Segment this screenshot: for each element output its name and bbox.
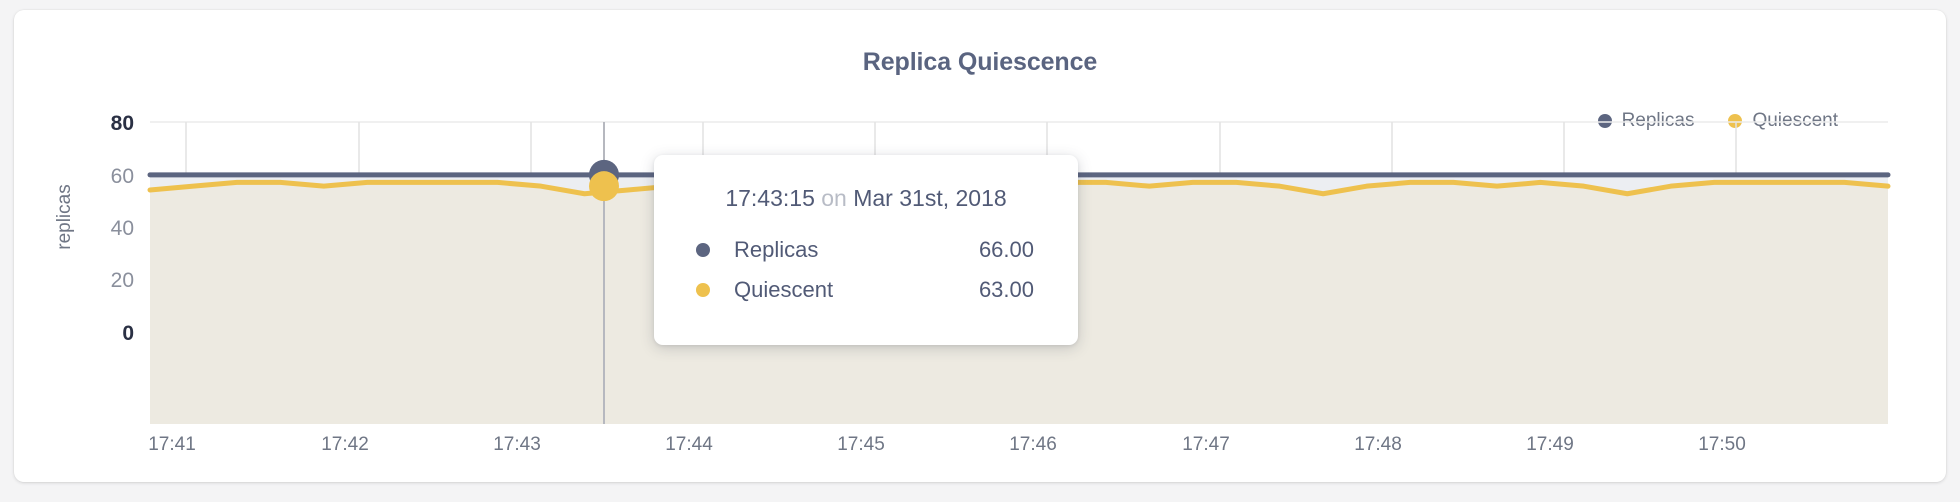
tooltip-date: Mar 31st, 2018 (853, 185, 1007, 211)
x-axis-tick: 17:42 (321, 434, 369, 455)
tooltip-separator: on (821, 185, 847, 211)
y-axis-tick: 40 (110, 217, 134, 240)
y-axis-tick: 0 (122, 322, 134, 345)
x-axis-tick: 17:41 (148, 434, 196, 455)
tooltip-row: Replicas 66.00 (654, 230, 1078, 270)
x-axis-tick: 17:44 (665, 434, 713, 455)
y-axis-tick: 60 (110, 165, 134, 188)
page-title: Replica Quiescence (862, 48, 1098, 76)
x-axis-tick: 17:45 (837, 434, 885, 455)
tooltip-time: 17:43:15 (725, 185, 815, 211)
chart-card: Replica Quiescence Replicas Quiescent re… (14, 10, 1946, 482)
x-axis-tick: 17:50 (1698, 434, 1746, 455)
x-axis-tick: 17:47 (1182, 434, 1230, 455)
x-axis-tick: 17:49 (1526, 434, 1574, 455)
chart-legend: Replicas Quiescent (1597, 110, 1838, 132)
x-axis-tick: 17:48 (1354, 434, 1402, 455)
area-fill-replicas (150, 174, 1888, 194)
legend-item-label: Quiescent (1752, 110, 1838, 131)
legend-dot-icon (1597, 114, 1612, 128)
x-axis-tick: 17:43 (493, 434, 541, 455)
legend-dot-icon (1728, 114, 1743, 128)
y-axis-tick: 80 (110, 112, 134, 135)
y-axis-tick: 20 (110, 269, 134, 292)
tooltip-row-value: 63.00 (978, 277, 1034, 302)
tooltip-header: 17:43:15 on Mar 31st, 2018 (654, 185, 1078, 212)
x-axis-tick: 17:46 (1009, 434, 1057, 455)
chart-tooltip: 17:43:15 on Mar 31st, 2018 Replicas 66.0… (654, 155, 1078, 345)
series-dot-icon (696, 243, 710, 257)
tooltip-row-value: 66.00 (978, 237, 1034, 262)
legend-item-replicas[interactable]: Replicas (1597, 110, 1695, 132)
legend-item-quiescent[interactable]: Quiescent (1728, 110, 1838, 132)
series-dot-icon (696, 283, 710, 297)
hover-point-quiescent (589, 171, 619, 202)
legend-item-label: Replicas (1621, 110, 1695, 131)
tooltip-row-label: Replicas (734, 237, 819, 262)
tooltip-row: Quiescent 63.00 (654, 270, 1078, 310)
tooltip-row-label: Quiescent (734, 277, 834, 302)
